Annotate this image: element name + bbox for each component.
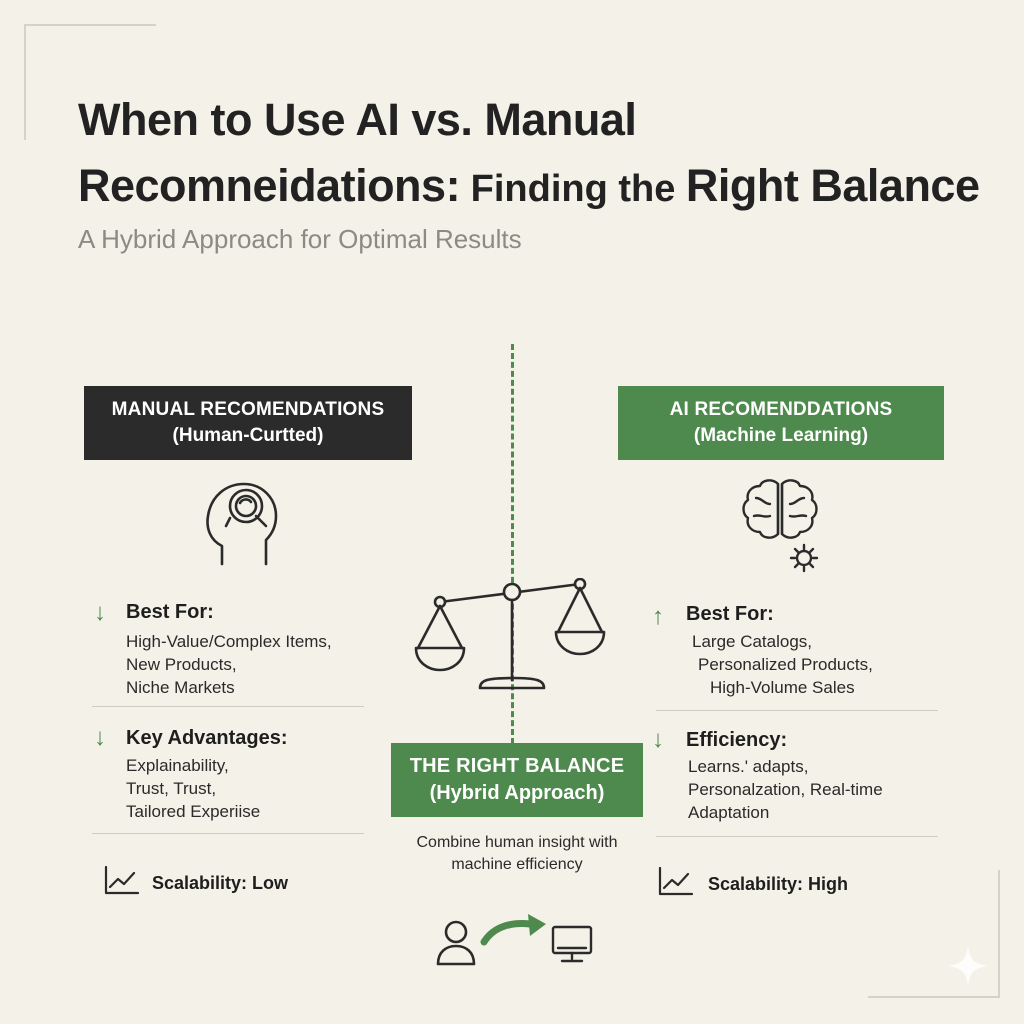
ai-divider-2 xyxy=(656,836,938,837)
title-word-recommendations: Recomneidations: xyxy=(78,160,461,211)
trend-chart-icon xyxy=(104,865,140,895)
page-title-line-2: Recomneidations: Finding the Right Balan… xyxy=(78,160,980,212)
list-item: Personalzation, Real-time xyxy=(688,780,883,799)
ai-badge-subtitle: (Machine Learning) xyxy=(693,425,869,446)
manual-divider-1 xyxy=(92,706,364,707)
head-magnifier-icon xyxy=(200,476,284,572)
ai-badge-title: AI RECOMENDDATIONS xyxy=(669,399,893,421)
balance-badge: THE RIGHT BALANCE (Hybrid Approach) xyxy=(391,743,643,817)
manual-divider-2 xyxy=(92,833,364,834)
list-item: Trust, Trust, xyxy=(126,779,217,798)
list-item: Personalized Products, xyxy=(698,655,873,674)
frame-corner-bottom-right-vertical xyxy=(998,870,1000,998)
manual-scalability: Scalability: Low xyxy=(152,873,289,893)
title-phrase-right-balance: Right Balance xyxy=(685,160,980,211)
title-phrase-finding: Finding the xyxy=(460,168,686,210)
up-arrow-icon: ↑ xyxy=(652,603,664,630)
down-arrow-icon: ↓ xyxy=(94,599,106,626)
frame-corner-bottom-right xyxy=(868,996,1000,998)
list-item: High-Volume Sales xyxy=(710,678,855,697)
list-item: Tailored Experiise xyxy=(126,802,261,821)
manual-badge-subtitle: (Human-Curtted) xyxy=(172,425,324,446)
ai-divider-1 xyxy=(656,710,938,711)
page-title-line-1: When to Use AI vs. Manual xyxy=(78,94,637,145)
list-item: Learns.' adapts, xyxy=(688,757,809,776)
frame-corner-top-left-vertical xyxy=(24,24,26,140)
ai-best-for-heading: Best For: xyxy=(686,603,774,625)
manual-badge: MANUAL RECOMENDATIONS (Human-Curtted) xyxy=(84,386,412,460)
ai-best-for-list: Large Catalogs, Personalized Products, H… xyxy=(692,630,873,699)
monitor-icon xyxy=(550,924,594,964)
list-item: Large Catalogs, xyxy=(692,632,813,651)
ai-badge: AI RECOMENDDATIONS (Machine Learning) xyxy=(618,386,944,460)
balance-scale-icon xyxy=(412,578,612,694)
ai-efficiency-heading: Efficiency: xyxy=(686,729,788,751)
list-item: High-Value/Complex Items, xyxy=(126,632,332,651)
balance-badge-subtitle: (Hybrid Approach) xyxy=(429,782,605,804)
page-subtitle: A Hybrid Approach for Optimal Results xyxy=(78,224,522,254)
caption-line: Combine human insight with xyxy=(416,834,618,851)
caption-line: machine efficiency xyxy=(451,856,583,873)
manual-best-for-heading: Best For: xyxy=(126,601,214,623)
brain-gear-icon xyxy=(738,474,830,576)
balance-badge-title: THE RIGHT BALANCE xyxy=(409,755,625,777)
list-item: Adaptation xyxy=(688,803,770,822)
ai-efficiency-list: Learns.' adapts, Personalzation, Real-ti… xyxy=(688,755,883,824)
down-arrow-icon: ↓ xyxy=(652,726,664,753)
down-arrow-icon: ↓ xyxy=(94,724,106,751)
list-item: New Products, xyxy=(126,655,237,674)
manual-advantages-heading: Key Advantages: xyxy=(126,727,288,749)
manual-badge-title: MANUAL RECOMENDATIONS xyxy=(111,399,385,421)
center-divider xyxy=(511,344,514,744)
manual-best-for-list: High-Value/Complex Items, New Products, … xyxy=(126,630,332,699)
ai-scalability: Scalability: High xyxy=(708,874,849,894)
trend-chart-icon xyxy=(658,866,694,896)
list-item: Niche Markets xyxy=(126,678,235,697)
frame-corner-top-left xyxy=(24,24,156,26)
sparkle-icon xyxy=(946,944,990,988)
balance-caption: Combine human insight with machine effic… xyxy=(392,832,642,876)
manual-advantages-list: Explainability, Trust, Trust, Tailored E… xyxy=(126,754,260,823)
person-icon xyxy=(434,918,478,966)
list-item: Explainability, xyxy=(126,756,229,775)
arrow-right-icon xyxy=(480,910,548,946)
